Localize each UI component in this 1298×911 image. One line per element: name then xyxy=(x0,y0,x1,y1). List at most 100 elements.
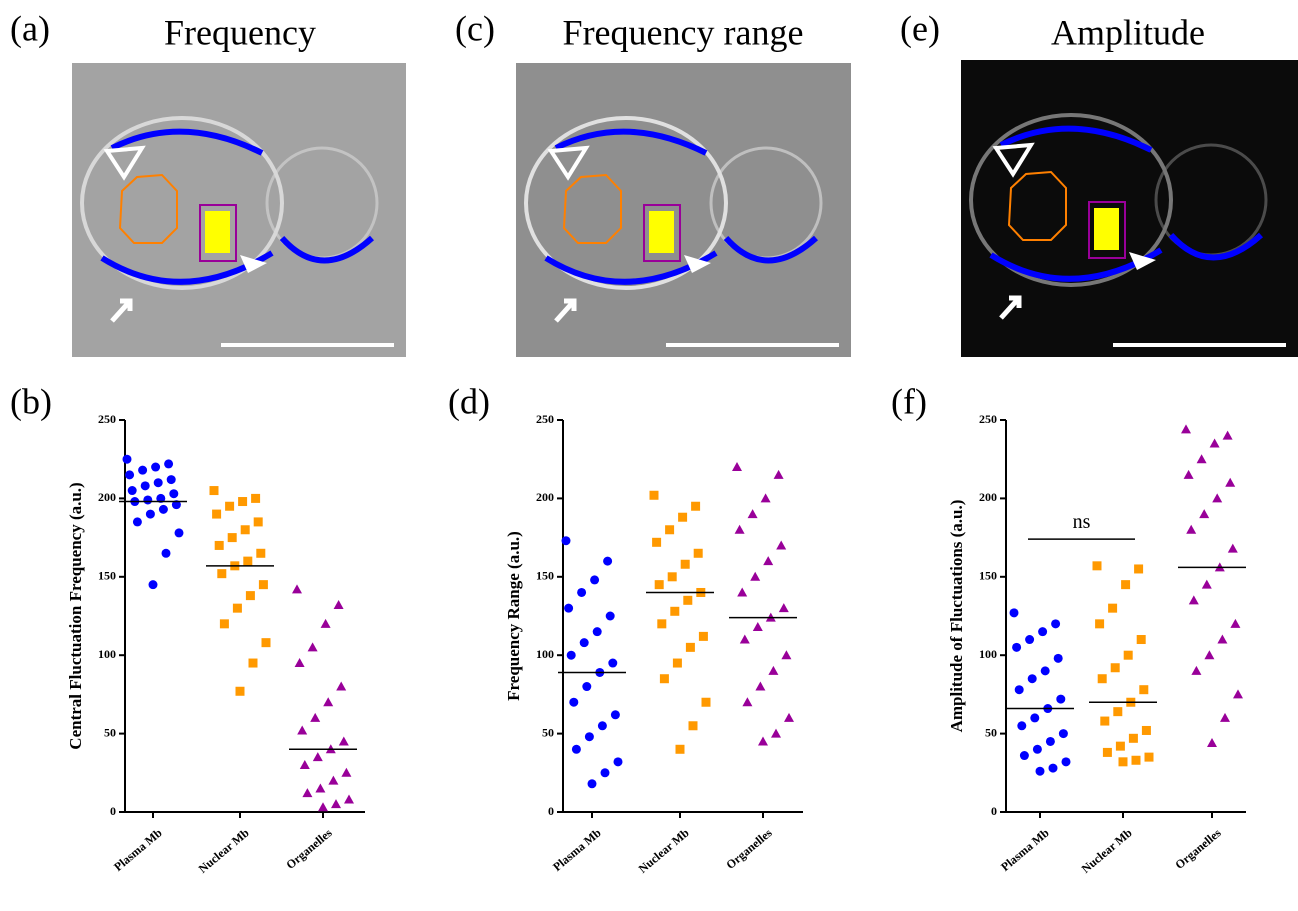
y-tick-label: 50 xyxy=(985,725,997,739)
data-point xyxy=(338,736,349,746)
data-point xyxy=(582,682,592,692)
x-tick-label: Organelles xyxy=(283,825,335,871)
data-point xyxy=(240,525,250,535)
x-tick-label: Organelles xyxy=(723,825,775,871)
data-point xyxy=(166,475,176,485)
data-point xyxy=(1227,543,1238,553)
data-point xyxy=(1100,716,1110,726)
data-point xyxy=(1201,579,1212,589)
data-point xyxy=(1097,674,1107,684)
data-point xyxy=(212,509,222,519)
data-point xyxy=(758,736,768,746)
data-point xyxy=(608,658,618,668)
data-point xyxy=(652,537,662,547)
nucleus-roi xyxy=(1007,170,1067,241)
microscopy-image xyxy=(961,60,1298,357)
data-point xyxy=(566,650,576,660)
panel-label: (f) xyxy=(891,381,927,421)
filled-arrowhead xyxy=(684,255,711,273)
data-point xyxy=(1115,741,1125,751)
data-point xyxy=(328,775,339,785)
data-point xyxy=(693,548,703,558)
data-point xyxy=(755,681,766,691)
panel-label: (b) xyxy=(10,381,52,421)
panel-label: (c) xyxy=(455,8,495,48)
cell-outline xyxy=(80,116,284,290)
data-point xyxy=(1181,424,1191,434)
data-point xyxy=(1118,757,1128,767)
x-tick-label: Plasma Mb xyxy=(550,825,604,873)
data-point xyxy=(747,509,758,519)
data-point xyxy=(1196,454,1207,464)
data-point xyxy=(654,580,664,590)
y-axis-label: Central Fluctuation Frequency (a.u.) xyxy=(66,482,85,749)
y-tick-label: 0 xyxy=(110,804,116,818)
data-point xyxy=(732,462,742,472)
x-tick-label: Nuclear Mb xyxy=(636,825,692,875)
data-point xyxy=(297,725,308,735)
y-tick-label: 150 xyxy=(536,569,554,583)
y-tick-label: 150 xyxy=(98,569,116,583)
data-point xyxy=(261,638,271,648)
data-point xyxy=(680,559,690,569)
data-point xyxy=(164,459,174,469)
data-point xyxy=(670,606,680,616)
arrow xyxy=(999,295,1022,320)
organelle-roi xyxy=(199,204,237,262)
data-point xyxy=(315,783,326,793)
nucleus-roi xyxy=(118,173,178,244)
data-point xyxy=(253,517,263,527)
filled-arrowhead xyxy=(1129,252,1156,270)
data-point xyxy=(336,681,347,691)
data-point xyxy=(1035,766,1045,776)
organelle-yellow xyxy=(1094,208,1119,250)
image-background xyxy=(961,60,1298,357)
y-tick-label: 250 xyxy=(98,412,116,426)
data-point xyxy=(156,493,166,503)
x-tick-label: Plasma Mb xyxy=(111,825,165,873)
data-point xyxy=(742,697,753,707)
x-tick-label: Organelles xyxy=(1172,825,1224,871)
y-tick-label: 50 xyxy=(104,725,116,739)
data-point xyxy=(161,548,171,558)
data-point xyxy=(245,591,255,601)
data-point xyxy=(209,486,219,496)
data-point xyxy=(665,525,675,535)
data-point xyxy=(667,572,677,582)
data-point xyxy=(600,768,610,778)
y-tick-label: 150 xyxy=(979,569,997,583)
data-point xyxy=(169,489,179,499)
data-point xyxy=(1032,744,1042,754)
data-point xyxy=(235,686,245,696)
data-point xyxy=(760,493,771,503)
data-point xyxy=(1131,755,1141,765)
y-tick-label: 100 xyxy=(98,647,116,661)
data-point xyxy=(1188,595,1199,605)
data-point xyxy=(1030,713,1040,723)
data-point xyxy=(232,603,242,613)
data-point xyxy=(1136,635,1146,645)
data-point xyxy=(561,536,571,546)
data-point xyxy=(1217,634,1228,644)
arrow xyxy=(554,298,577,323)
y-tick-label: 100 xyxy=(536,647,554,661)
data-point xyxy=(138,465,148,475)
data-point xyxy=(341,767,352,777)
data-point xyxy=(1038,627,1048,637)
data-point xyxy=(1220,712,1230,722)
data-point xyxy=(597,721,607,731)
data-point xyxy=(1048,763,1058,773)
data-point xyxy=(145,509,155,519)
data-point xyxy=(649,490,659,500)
data-point xyxy=(1017,721,1027,731)
data-point xyxy=(584,732,594,742)
data-point xyxy=(1014,685,1024,695)
data-point xyxy=(256,548,266,558)
y-tick-label: 200 xyxy=(536,490,554,504)
data-point xyxy=(1092,561,1102,571)
data-point xyxy=(1204,650,1215,660)
data-point xyxy=(1108,603,1118,613)
data-point xyxy=(151,462,161,472)
data-point xyxy=(1121,580,1131,590)
data-point xyxy=(217,569,227,579)
